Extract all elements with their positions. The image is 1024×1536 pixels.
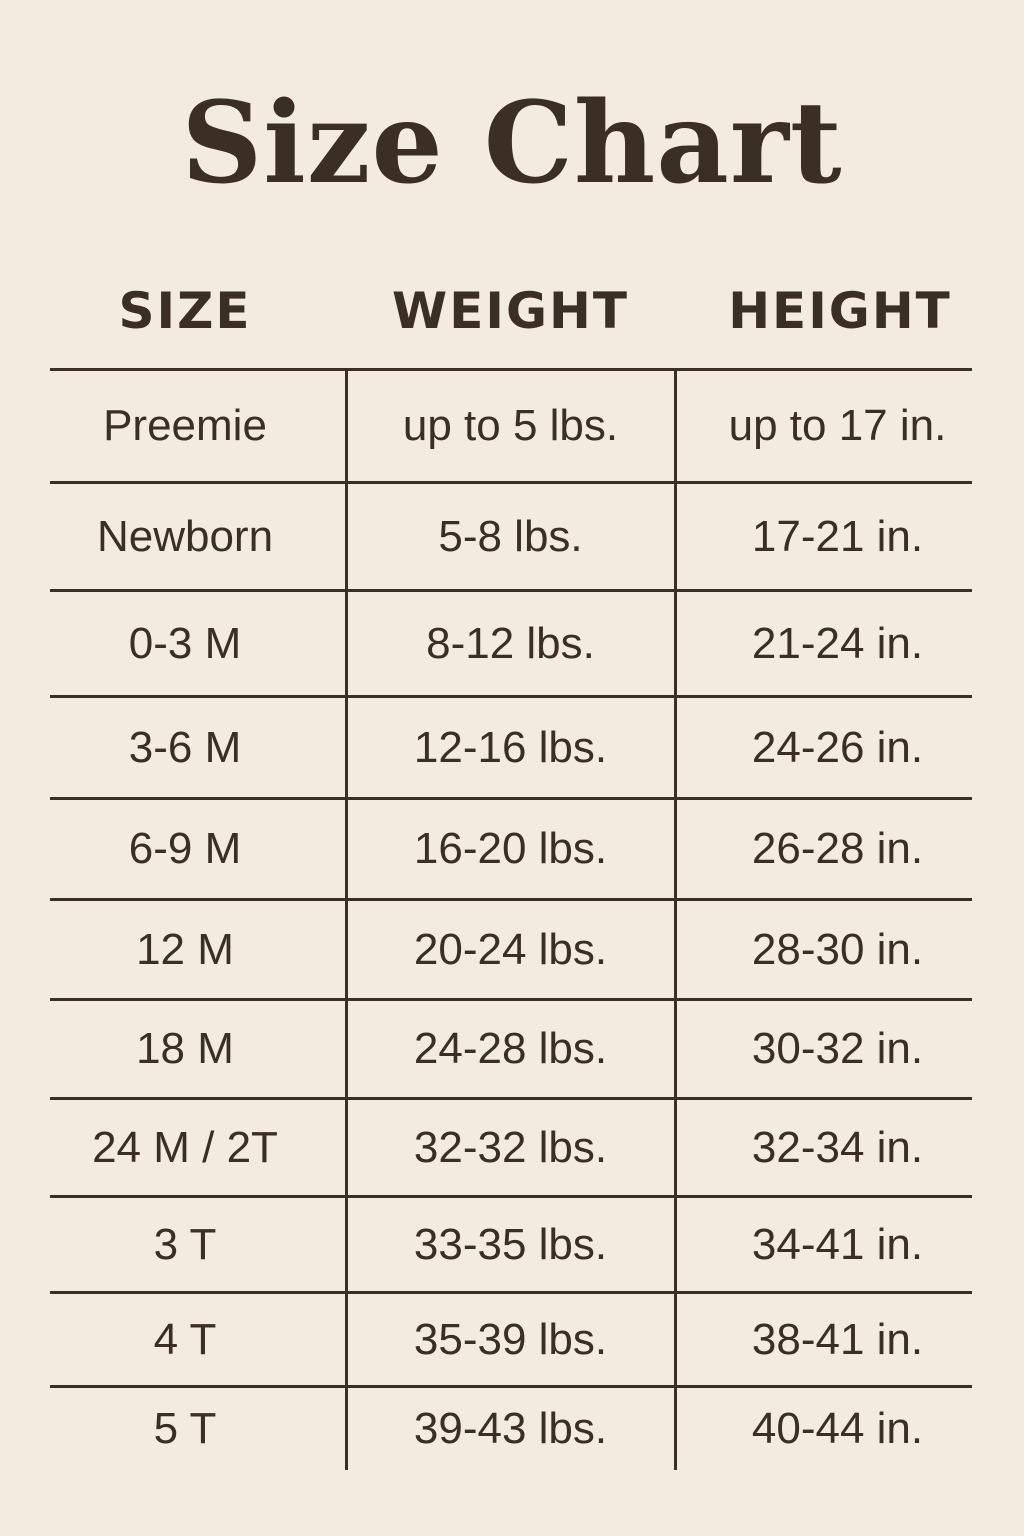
cell-height: 34-41 in. (751, 1219, 924, 1269)
cell-size: Preemie (103, 401, 267, 450)
cell-weight: 39-43 lbs. (413, 1404, 608, 1453)
row-divider (50, 1195, 972, 1198)
cell-weight: 12-16 lbs. (413, 722, 608, 772)
row-divider (50, 589, 972, 592)
cell-height: 32-34 in. (751, 1122, 924, 1172)
cell-height: 21-24 in. (751, 618, 924, 668)
cell-weight: 16-20 lbs. (413, 824, 608, 873)
cell-weight: 32-32 lbs. (413, 1122, 608, 1172)
row-divider (50, 695, 972, 698)
table-row: 24 M / 2T 32-32 lbs. 32-34 in. (50, 1100, 972, 1195)
table-row: 5 T 39-43 lbs. 40-44 in. (50, 1388, 972, 1470)
cell-size: 4 T (153, 1314, 217, 1364)
cell-weight: 20-24 lbs. (413, 924, 608, 974)
table-row: 3 T 33-35 lbs. 34-41 in. (50, 1198, 972, 1291)
row-divider (50, 1385, 972, 1388)
row-divider (50, 1097, 972, 1100)
cell-size: 5 T (153, 1404, 217, 1453)
cell-size: 18 M (136, 1024, 234, 1073)
cell-weight: 24-28 lbs. (413, 1024, 608, 1073)
cell-height: 38-41 in. (751, 1314, 924, 1364)
table-row: 18 M 24-28 lbs. 30-32 in. (50, 1001, 972, 1097)
size-table: Preemie up to 5 lbs. up to 17 in. Newborn 5-… (50, 368, 972, 1470)
cell-size: 24 M / 2T (92, 1122, 278, 1172)
cell-weight: 8-12 lbs. (426, 618, 595, 668)
row-divider (50, 797, 972, 800)
table-row: 4 T 35-39 lbs. 38-41 in. (50, 1294, 972, 1385)
cell-height: 17-21 in. (751, 511, 924, 561)
cell-height: 24-26 in. (751, 722, 924, 772)
cell-size: 3 T (153, 1219, 217, 1269)
table-row: Preemie up to 5 lbs. up to 17 in. (50, 371, 972, 481)
cell-weight: up to 5 lbs. (402, 401, 619, 450)
row-divider (50, 1291, 972, 1294)
cell-height: 26-28 in. (751, 824, 924, 873)
cell-height: up to 17 in. (728, 401, 947, 450)
row-divider (50, 481, 972, 484)
page-title: Size Chart (181, 78, 843, 209)
table-row: Newborn 5-8 lbs. 17-21 in. (50, 484, 972, 589)
cell-size: 12 M (136, 924, 234, 974)
cell-height: 30-32 in. (751, 1024, 924, 1073)
table-row: 12 M 20-24 lbs. 28-30 in. (50, 901, 972, 998)
table-row: 6-9 M 16-20 lbs. 26-28 in. (50, 800, 972, 898)
cell-weight: 5-8 lbs. (438, 511, 583, 561)
cell-height: 40-44 in. (751, 1404, 924, 1453)
header-height: HEIGHT (728, 282, 952, 340)
table-row: 0-3 M 8-12 lbs. 21-24 in. (50, 592, 972, 695)
header-weight: WEIGHT (392, 282, 629, 340)
cell-weight: 35-39 lbs. (413, 1314, 608, 1364)
table-row: 3-6 M 12-16 lbs. 24-26 in. (50, 698, 972, 797)
cell-height: 28-30 in. (751, 924, 924, 974)
header-size: SIZE (118, 282, 252, 340)
cell-size: Newborn (96, 511, 274, 561)
row-divider (50, 368, 972, 371)
cell-size: 0-3 M (128, 618, 242, 668)
row-divider (50, 998, 972, 1001)
row-divider (50, 898, 972, 901)
column-divider (345, 368, 348, 1470)
cell-weight: 33-35 lbs. (413, 1219, 608, 1269)
cell-size: 6-9 M (128, 824, 242, 873)
cell-size: 3-6 M (128, 722, 242, 772)
column-divider (674, 368, 677, 1470)
